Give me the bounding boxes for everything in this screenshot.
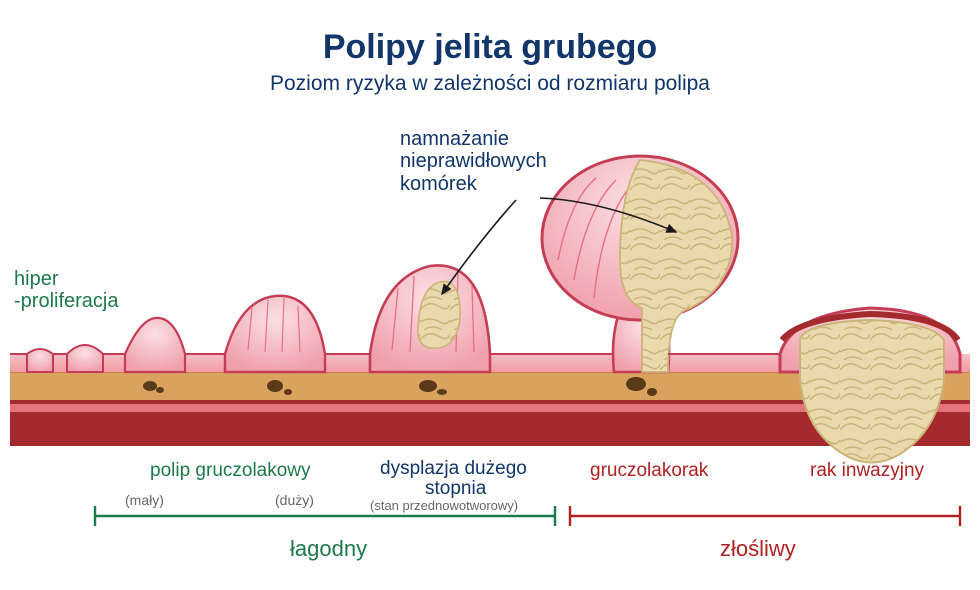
- benign-label: łagodny: [290, 536, 367, 562]
- stage-2-l1: dysplazja dużego: [380, 458, 527, 480]
- malignant-label: złośliwy: [720, 536, 796, 562]
- annotation-label: namnażanie nieprawidłowych komórek: [400, 128, 547, 195]
- polyp-2: [67, 345, 103, 372]
- annotation-l1: namnażanie: [400, 128, 547, 150]
- annotation-l2: nieprawidłowych: [400, 150, 547, 172]
- malignant-bracket: [570, 506, 960, 526]
- hyper-l2: -proliferacja: [14, 290, 118, 312]
- stage-1-label: polip gruczolakowy: [150, 460, 311, 482]
- polyp-4: [225, 296, 325, 372]
- polyp-3: [125, 318, 185, 372]
- polyp-1: [27, 349, 53, 372]
- stage-3-label: gruczolakorak: [590, 460, 708, 482]
- stage-1b-sub: (duży): [275, 492, 314, 508]
- stage-1a-sub: (mały): [125, 492, 164, 508]
- stage-4-label: rak inwazyjny: [810, 460, 924, 482]
- polyp-mushroom: [542, 156, 738, 372]
- stage-2-sub: (stan przednowotworowy): [370, 498, 518, 513]
- annotation-l3: komórek: [400, 173, 547, 195]
- hyper-label: hiper -proliferacja: [14, 268, 118, 312]
- stage-2-l2: stopnia: [425, 478, 486, 500]
- hyper-l1: hiper: [14, 268, 118, 290]
